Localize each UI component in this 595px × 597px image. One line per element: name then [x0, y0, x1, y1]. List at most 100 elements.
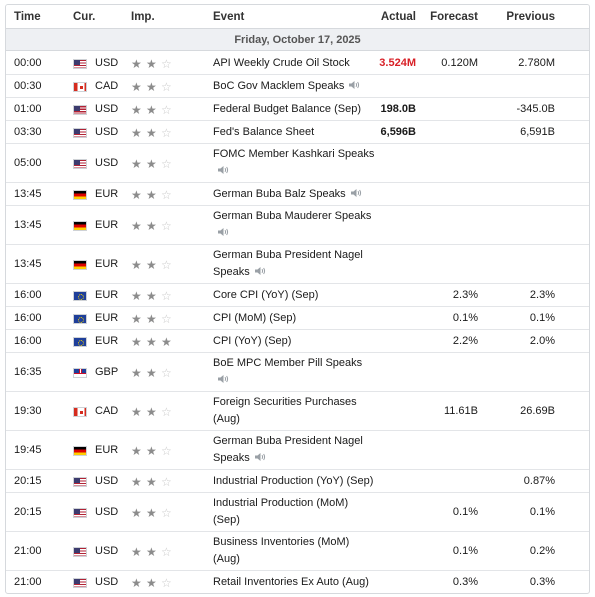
- importance-stars: ★ ★ ☆: [131, 81, 176, 94]
- event-name-text[interactable]: Core CPI (YoY) (Sep): [213, 289, 319, 301]
- currency-code: EUR: [95, 258, 119, 270]
- table-row[interactable]: 05:00 USD ★ ★ ☆ FOMC Member Kashkari Speaks: [6, 144, 589, 183]
- event-name-text[interactable]: FOMC Member Kashkari Speaks: [213, 148, 375, 160]
- star-empty-icon: ☆: [161, 219, 172, 233]
- us-flag-icon: [73, 128, 87, 138]
- star-filled-icon: ★: [146, 157, 157, 171]
- star-filled-icon: ★: [146, 335, 157, 349]
- table-row[interactable]: 03:30 USD ★ ★ ☆ Fed's Balance Sheet 6,596B 6,59…: [6, 121, 589, 144]
- event-name[interactable]: Industrial Production (MoM) (Sep): [213, 495, 378, 529]
- event-name[interactable]: Foreign Securities Purchases (Aug): [213, 394, 378, 428]
- table-row[interactable]: 00:30 CAD ★ ★ ☆ BoC Gov Macklem Speaks: [6, 75, 589, 98]
- event-name-text[interactable]: CPI (MoM) (Sep): [213, 312, 297, 324]
- table-row[interactable]: 16:00 EUR ★ ★ ★ CPI (YoY) (Sep) 2.2% 2.0%: [6, 330, 589, 353]
- ca-flag-icon: [73, 82, 87, 92]
- star-filled-icon: ★: [131, 103, 142, 117]
- event-name-text[interactable]: German Buba Mauderer Speaks: [213, 210, 372, 222]
- event-name[interactable]: German Buba Balz Speaks: [213, 186, 378, 203]
- event-name-text[interactable]: API Weekly Crude Oil Stock: [213, 57, 350, 69]
- event-name[interactable]: CPI (YoY) (Sep): [213, 333, 378, 350]
- event-name-text[interactable]: Business Inventories (MoM) (Aug): [213, 536, 350, 565]
- day-separator: Friday, October 17, 2025: [6, 29, 589, 51]
- event-name[interactable]: Federal Budget Balance (Sep): [213, 101, 378, 118]
- currency-code: USD: [95, 506, 119, 518]
- star-filled-icon: ★: [146, 80, 157, 94]
- importance-stars: ★ ★ ☆: [131, 158, 176, 171]
- event-name-text[interactable]: BoE MPC Member Pill Speaks: [213, 357, 363, 369]
- event-name[interactable]: Industrial Production (YoY) (Sep): [213, 473, 378, 490]
- currency-code: EUR: [95, 444, 119, 456]
- table-row[interactable]: 20:15 USD ★ ★ ☆ Industrial Production (YoY) (…: [6, 470, 589, 493]
- event-name-text[interactable]: Industrial Production (YoY) (Sep): [213, 475, 374, 487]
- speaker-icon: [350, 187, 362, 197]
- event-time: 16:00: [14, 335, 42, 347]
- importance-stars: ★ ★ ☆: [131, 507, 176, 520]
- event-time: 13:45: [14, 258, 42, 270]
- event-name[interactable]: Fed's Balance Sheet: [213, 124, 378, 141]
- event-name[interactable]: BoE MPC Member Pill Speaks: [213, 355, 378, 389]
- table-row[interactable]: 16:35 GBP ★ ★ ☆ BoE MPC Member Pill Speaks: [6, 353, 589, 392]
- event-name-text[interactable]: Foreign Securities Purchases (Aug): [213, 396, 357, 425]
- importance-stars: ★ ★ ☆: [131, 313, 176, 326]
- table-row[interactable]: 21:00 USD ★ ★ ☆ Business Inventories (MoM) (A…: [6, 532, 589, 571]
- event-time: 21:00: [14, 545, 42, 557]
- event-name[interactable]: CPI (MoM) (Sep): [213, 310, 378, 327]
- table-row[interactable]: 00:00 USD ★ ★ ☆ API Weekly Crude Oil Stock 3.5…: [6, 51, 589, 75]
- star-filled-icon: ★: [131, 80, 142, 94]
- table-row[interactable]: 01:00 USD ★ ★ ☆ Federal Budget Balance (Sep) 1…: [6, 98, 589, 121]
- table-row[interactable]: 13:45 EUR ★ ★ ☆ German Buba President Nagel S…: [6, 245, 589, 284]
- table-row[interactable]: 13:45 EUR ★ ★ ☆ German Buba Balz Speaks: [6, 183, 589, 206]
- event-name[interactable]: German Buba President Nagel Speaks: [213, 247, 378, 281]
- star-filled-icon: ★: [131, 475, 142, 489]
- header-time[interactable]: Time: [14, 11, 41, 23]
- header-event[interactable]: Event: [213, 11, 245, 23]
- table-row[interactable]: 20:15 USD ★ ★ ☆ Industrial Production (MoM) (…: [6, 493, 589, 532]
- event-name[interactable]: German Buba Mauderer Speaks: [213, 208, 378, 242]
- importance-stars: ★ ★ ☆: [131, 189, 176, 202]
- table-row[interactable]: 13:45 EUR ★ ★ ☆ German Buba Mauderer Speaks: [6, 206, 589, 245]
- forecast-value: 0.1%: [452, 506, 478, 518]
- star-filled-icon: ★: [131, 157, 142, 171]
- table-row[interactable]: 19:45 EUR ★ ★ ☆ German Buba President Nagel S…: [6, 431, 589, 470]
- table-row[interactable]: 16:00 EUR ★ ★ ☆ Core CPI (YoY) (Sep) 2.3% 2.3%: [6, 284, 589, 307]
- event-name-text[interactable]: German Buba President Nagel Speaks: [213, 249, 363, 278]
- header-previous[interactable]: Previous: [506, 11, 555, 23]
- event-time: 00:00: [14, 57, 42, 69]
- header-currency[interactable]: Cur.: [73, 11, 96, 23]
- event-name[interactable]: Retail Inventories Ex Auto (Aug): [213, 574, 378, 591]
- importance-stars: ★ ★ ☆: [131, 367, 176, 380]
- currency-code: EUR: [95, 335, 119, 347]
- table-row[interactable]: 19:30 CAD ★ ★ ☆ Foreign Securities Purchases …: [6, 392, 589, 431]
- event-name[interactable]: Business Inventories (MoM) (Aug): [213, 534, 378, 568]
- event-name-text[interactable]: Retail Inventories Ex Auto (Aug): [213, 576, 369, 588]
- event-time: 20:15: [14, 475, 42, 487]
- previous-value: 6,591B: [520, 126, 555, 138]
- event-name[interactable]: API Weekly Crude Oil Stock: [213, 55, 378, 72]
- previous-value: 0.87%: [523, 475, 555, 487]
- star-empty-icon: ☆: [161, 366, 172, 380]
- header-importance[interactable]: Imp.: [131, 11, 155, 23]
- currency-code: GBP: [95, 366, 119, 378]
- forecast-value: 2.2%: [452, 335, 478, 347]
- event-name-text[interactable]: BoC Gov Macklem Speaks: [213, 80, 345, 92]
- star-empty-icon: ☆: [161, 103, 172, 117]
- event-name-text[interactable]: Fed's Balance Sheet: [213, 126, 315, 138]
- event-name[interactable]: BoC Gov Macklem Speaks: [213, 78, 378, 95]
- table-row[interactable]: 21:00 USD ★ ★ ☆ Retail Inventories Ex Auto (A…: [6, 571, 589, 593]
- header-forecast[interactable]: Forecast: [430, 11, 478, 23]
- event-name[interactable]: Core CPI (YoY) (Sep): [213, 287, 378, 304]
- header-actual[interactable]: Actual: [380, 11, 416, 23]
- importance-stars: ★ ★ ☆: [131, 577, 176, 590]
- event-name[interactable]: FOMC Member Kashkari Speaks: [213, 146, 378, 180]
- event-name-text[interactable]: Federal Budget Balance (Sep): [213, 103, 361, 115]
- event-name-text[interactable]: German Buba Balz Speaks: [213, 188, 346, 200]
- event-name-text[interactable]: German Buba President Nagel Speaks: [213, 435, 363, 464]
- speaker-icon: [254, 451, 266, 461]
- star-empty-icon: ☆: [161, 258, 172, 272]
- event-name-text[interactable]: Industrial Production (MoM) (Sep): [213, 497, 349, 526]
- event-name-text[interactable]: CPI (YoY) (Sep): [213, 335, 292, 347]
- event-name[interactable]: German Buba President Nagel Speaks: [213, 433, 378, 467]
- star-filled-icon: ★: [131, 188, 142, 202]
- currency-code: USD: [95, 126, 119, 138]
- table-row[interactable]: 16:00 EUR ★ ★ ☆ CPI (MoM) (Sep) 0.1% 0.1%: [6, 307, 589, 330]
